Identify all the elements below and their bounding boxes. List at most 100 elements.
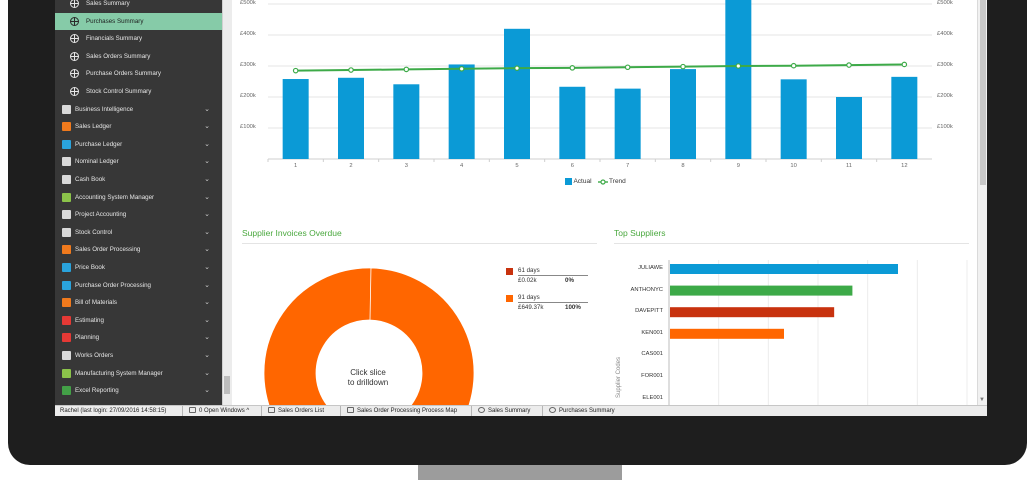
overdue-donut-chart[interactable] [232, 245, 492, 405]
monthly-purchases-chart[interactable] [232, 0, 977, 200]
top-suppliers-chart[interactable] [612, 250, 972, 405]
bar-actual[interactable] [891, 76, 918, 159]
status-tab[interactable]: Purchases Summary [542, 406, 615, 416]
sidebar-item[interactable]: Accounting System Manager ⌄ [55, 189, 222, 206]
main-scroll-thumb[interactable] [980, 0, 986, 185]
trend-point[interactable] [514, 65, 520, 71]
status-tab[interactable]: Sales Summary [471, 406, 530, 416]
supplier-bar[interactable] [670, 328, 784, 339]
scroll-down-icon[interactable]: ▼ [979, 397, 985, 403]
supplier-bar[interactable] [670, 285, 853, 296]
sidebar-item[interactable]: Financials Summary [55, 30, 222, 47]
sidebar-item[interactable]: Sales Ledger ⌄ [55, 118, 222, 135]
sidebar-item[interactable]: Bill of Materials ⌄ [55, 294, 222, 311]
bar-actual[interactable] [504, 28, 530, 159]
sidebar-item[interactable]: Purchases Summary [55, 12, 222, 30]
chevron-down-icon[interactable]: ⌄ [204, 316, 210, 324]
calendar-icon [62, 333, 71, 343]
chevron-down-icon[interactable]: ⌄ [204, 228, 210, 236]
chevron-down-icon[interactable]: ⌄ [204, 246, 210, 254]
dashboard: £100k £100k £200k £200k £300k £300k £400k £400k… [232, 0, 977, 405]
chevron-down-icon[interactable]: ⌄ [204, 264, 210, 271]
sidebar-item[interactable]: Excel Reporting ⌄ [55, 382, 222, 399]
legend-91-percent: 100% [565, 304, 581, 311]
sidebar-item[interactable]: Planning ⌄ [55, 329, 222, 346]
bar-actual[interactable] [670, 69, 696, 159]
chevron-down-icon[interactable]: ⌄ [204, 193, 210, 201]
x-tick-label: 1 [294, 163, 298, 169]
chevron-down-icon[interactable]: ⌄ [204, 176, 210, 183]
sidebar-scrollbar[interactable] [222, 0, 232, 405]
globe-icon [549, 407, 556, 414]
bar-actual[interactable] [338, 77, 364, 159]
x-tick-label: 8 [681, 163, 685, 169]
bar-actual[interactable] [393, 84, 420, 159]
sidebar-item[interactable]: Estimating ⌄ [55, 312, 222, 329]
trend-point[interactable] [403, 66, 410, 73]
chevron-down-icon[interactable]: ⌄ [204, 123, 210, 131]
bar-legend[interactable]: Actual Trend [565, 178, 626, 185]
sidebar-item-label: Sales Order Processing [75, 246, 141, 254]
bar-actual[interactable] [614, 88, 641, 159]
bar-actual[interactable] [282, 79, 309, 159]
sidebar-item[interactable]: Purchase Order Processing ⌄ [55, 277, 222, 294]
trend-point[interactable] [624, 64, 631, 71]
trend-line[interactable] [295, 63, 905, 72]
sidebar-scroll-thumb[interactable] [224, 376, 230, 394]
chevron-down-icon[interactable]: ⌄ [204, 387, 210, 395]
chevron-down-icon[interactable]: ⌄ [204, 369, 210, 377]
chevron-down-icon[interactable]: ⌄ [204, 281, 210, 289]
sidebar-item[interactable]: Cash Book ⌄ [55, 171, 222, 188]
trend-point[interactable] [680, 63, 686, 70]
trend-point[interactable] [790, 62, 797, 69]
trend-point[interactable] [735, 63, 742, 69]
bank-icon [62, 175, 71, 184]
x-tick-label: 3 [404, 163, 408, 169]
sidebar-item[interactable]: Sales Order Processing ⌄ [55, 241, 222, 258]
status-tab[interactable]: Sales Order Processing Process Map [340, 406, 457, 416]
supplier-bar[interactable] [670, 264, 898, 274]
bar-actual[interactable] [780, 79, 807, 159]
chevron-down-icon[interactable]: ⌄ [204, 299, 210, 307]
chevron-down-icon[interactable]: ⌄ [204, 105, 210, 113]
trend-point[interactable] [348, 67, 354, 73]
sidebar-item[interactable]: Nominal Ledger ⌄ [55, 153, 222, 170]
chevron-down-icon[interactable]: ⌄ [204, 334, 210, 342]
sidebar-item[interactable]: Sales Summary [55, 0, 222, 12]
sidebar-item[interactable]: Works Orders ⌄ [55, 347, 222, 364]
trend-point[interactable] [292, 67, 299, 74]
trend-point[interactable] [569, 65, 576, 71]
bar-actual[interactable] [559, 86, 586, 159]
legend-61-label: 61 days [518, 267, 540, 274]
status-bar: Rachel (last login: 27/09/2016 14:58:15)… [55, 405, 987, 416]
sidebar-item[interactable]: Stock Control Summary [55, 83, 222, 100]
sidebar-item[interactable]: Project Accounting ⌄ [55, 206, 222, 223]
sidebar-item[interactable]: Purchase Orders Summary [55, 65, 222, 82]
sidebar-item[interactable]: Purchase Ledger ⌄ [55, 136, 222, 153]
trend-point[interactable] [846, 62, 852, 68]
supplier-bar[interactable] [670, 307, 835, 318]
legend-61-rule [518, 275, 588, 276]
chevron-down-icon[interactable]: ⌄ [204, 352, 210, 359]
status-open-windows[interactable]: 0 Open Windows ^ [182, 406, 249, 416]
status-tab[interactable]: Sales Orders List [261, 406, 324, 416]
donut-slice[interactable] [263, 267, 475, 405]
chevron-down-icon[interactable]: ⌄ [204, 140, 210, 148]
bar-actual[interactable] [725, 0, 752, 159]
sidebar-item[interactable]: Price Book ⌄ [55, 259, 222, 276]
sidebar-item[interactable]: Stock Control ⌄ [55, 224, 222, 241]
sidebar-item-label: Stock Control [75, 228, 113, 236]
chevron-down-icon[interactable]: ⌄ [204, 211, 210, 219]
sidebar-item-label: Accounting System Manager [75, 193, 155, 201]
sidebar-item[interactable]: Sales Orders Summary [55, 48, 222, 65]
x-tick-label: 4 [460, 163, 464, 169]
chevron-down-icon[interactable]: ⌄ [204, 158, 210, 166]
sidebar-item[interactable]: Manufacturing System Manager ⌄ [55, 365, 222, 382]
bar-actual[interactable] [836, 97, 862, 159]
trend-point[interactable] [458, 65, 465, 72]
sidebar-item[interactable]: Business Intelligence ⌄ [55, 101, 222, 118]
main-scrollbar[interactable]: ▼ [977, 0, 987, 405]
bar-actual[interactable] [448, 64, 475, 159]
x-tick-label: 9 [736, 163, 740, 169]
trend-point[interactable] [901, 61, 908, 68]
